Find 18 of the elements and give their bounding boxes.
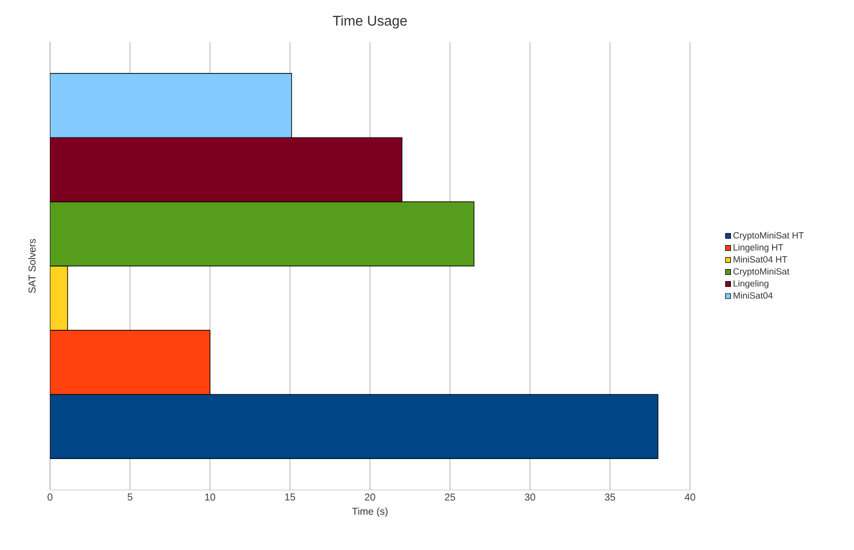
x-tick-label: 20 [364,494,376,501]
x-tick-label: 5 [128,494,132,501]
x-tick-label: 25 [444,494,456,501]
x-tick-label: 30 [524,494,536,501]
x-tick-label: 0 [48,494,52,501]
x-axis-title: Time (s) [352,507,388,517]
y-axis-title: SAT Solvers [28,238,36,293]
legend-label: MiniSat04 HT [734,256,788,263]
legend-label: CryptoMiniSat [733,268,790,276]
x-tick-label: 40 [684,494,696,501]
chart-title: Time Usage [332,15,407,28]
legend-label: CryptoMiniSat HT [733,232,804,240]
legend-label: Lingeling HT [734,244,784,252]
x-tick-label: 10 [205,494,216,501]
legend-label: Lingeling [734,280,768,288]
x-tick-label: 35 [604,494,616,501]
legend-label: MiniSat04 [734,292,773,299]
x-tick-label: 15 [285,494,296,501]
